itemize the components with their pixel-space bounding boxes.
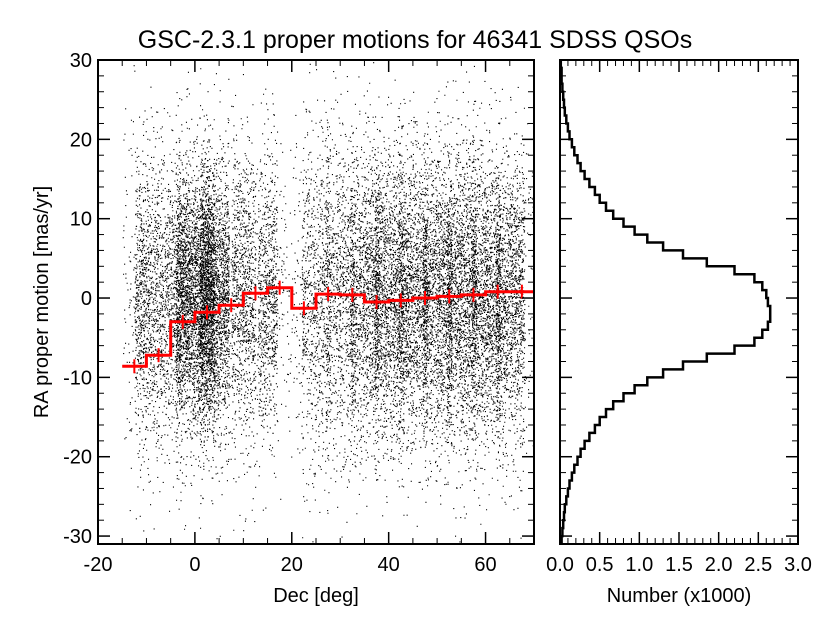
y-tick-label: 0 — [81, 288, 92, 310]
scatter-x-axis-title: Dec [deg] — [273, 585, 359, 607]
scatter-panel: -20 0 20 40 60 -30 -20 -10 0 10 20 30 Dec [deg] RA … — [31, 50, 535, 607]
histogram-panel: 0.0 0.5 1.0 1.5 2.0 2.5 3.0 Number (x1000) — [546, 59, 812, 607]
mean-step-line — [122, 280, 534, 374]
scatter-points — [122, 60, 534, 543]
x-tick-label: 60 — [474, 554, 496, 576]
hist-x-tick-label: 1.0 — [625, 554, 653, 576]
hist-x-tick-label: 2.5 — [744, 554, 772, 576]
hist-x-tick-label: 3.0 — [784, 554, 812, 576]
scatter-dots — [122, 60, 534, 543]
hist-x-tick-label: 1.5 — [665, 554, 693, 576]
scatter-y-axis-title: RA proper motion [mas/yr] — [31, 186, 53, 418]
scatter-ticks: -20 0 20 40 60 -30 -20 -10 0 10 20 30 — [63, 50, 535, 576]
hist-x-tick-label: 0.5 — [586, 554, 614, 576]
x-tick-label: 0 — [189, 554, 200, 576]
x-tick-label: -20 — [84, 554, 113, 576]
histogram-x-axis-title: Number (x1000) — [607, 585, 752, 607]
y-tick-label: 20 — [70, 129, 92, 151]
hist-x-tick-label: 0.0 — [546, 554, 574, 576]
histogram-step-line — [559, 60, 772, 544]
y-tick-label: 10 — [70, 209, 92, 231]
histogram-frame — [559, 59, 799, 545]
hist-x-tick-label: 2.0 — [705, 554, 733, 576]
y-tick-label: 30 — [70, 50, 92, 72]
y-tick-label: -20 — [63, 447, 92, 469]
figure-title: GSC-2.3.1 proper motions for 46341 SDSS … — [138, 26, 692, 54]
y-tick-label: -30 — [63, 526, 92, 548]
x-tick-label: 20 — [281, 554, 303, 576]
mean-step-path — [122, 286, 534, 368]
y-tick-label: -10 — [63, 367, 92, 389]
histogram-ticks: 0.0 0.5 1.0 1.5 2.0 2.5 3.0 — [546, 59, 812, 576]
x-tick-label: 40 — [378, 554, 400, 576]
histogram-step-path — [559, 60, 772, 544]
